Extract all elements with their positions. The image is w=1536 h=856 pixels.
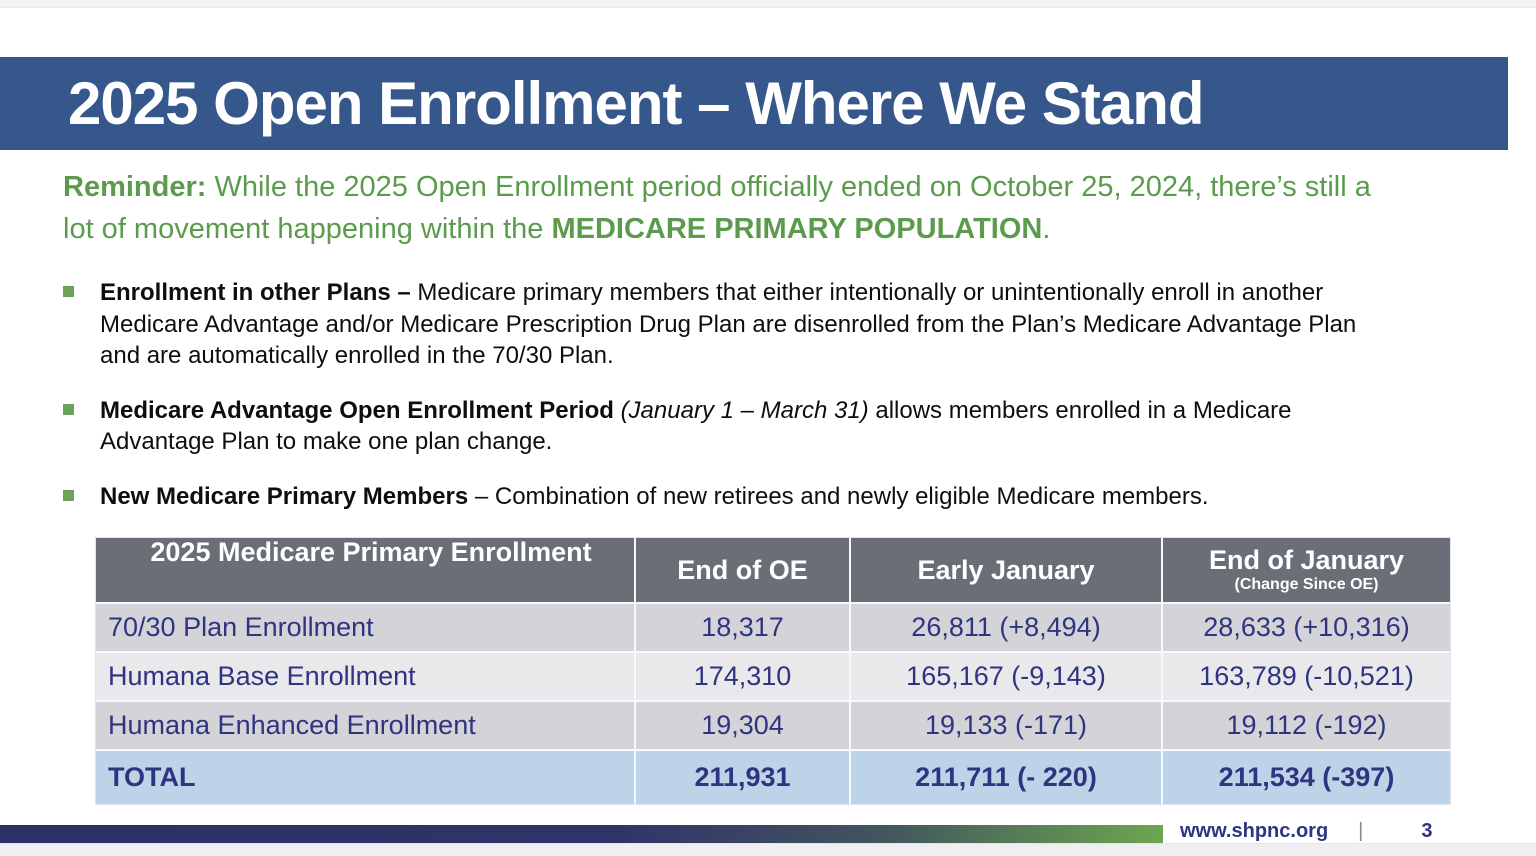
green-square-bullet-icon [63, 403, 74, 415]
total-early-january: 211,711 (- 220) [851, 751, 1161, 804]
bullet-italic-text: (January 1 – March 31) [620, 396, 869, 424]
row-humana-base-early-january: 165,167 (-9,143) [851, 653, 1161, 700]
row-humana-enhanced-early-january: 19,133 (-171) [851, 702, 1161, 749]
green-square-bullet-icon [63, 286, 74, 297]
bottom-edge-strip [0, 843, 1536, 856]
header-end-of-january-label: End of January [1208, 545, 1405, 576]
row-7030-label: 70/30 Plan Enrollment [96, 604, 634, 651]
reminder-body: While the 2025 Open Enrollment period of… [63, 171, 1371, 245]
row-humana-base-end-of-oe: 174,310 [636, 653, 849, 700]
bullet-ma-open-enrollment: Medicare Advantage Open Enrollment Perio… [63, 395, 1363, 458]
header-plan-column: 2025 Medicare Primary Enrollment [96, 538, 634, 602]
top-edge-strip [0, 0, 1536, 8]
bullet-bold-text: New Medicare Primary Members [100, 482, 469, 510]
bullet-list: Enrollment in other Plans – Medicare pri… [63, 277, 1403, 529]
bullet-body-text: – Combination of new retirees and newly … [468, 482, 1209, 510]
row-humana-enhanced-end-of-january: 19,112 (-192) [1163, 702, 1450, 749]
slide-title: 2025 Open Enrollment – Where We Stand [68, 70, 1205, 137]
row-7030-end-of-january: 28,633 (+10,316) [1163, 604, 1450, 651]
bullet-new-medicare-members: New Medicare Primary Members – Combinati… [63, 481, 1363, 513]
total-row-label: TOTAL [96, 751, 634, 804]
title-banner: 2025 Open Enrollment – Where We Stand [0, 57, 1508, 150]
header-end-of-oe: End of OE [636, 538, 849, 602]
row-7030-end-of-oe: 18,317 [636, 604, 849, 651]
bullet-bold-text: Medicare Advantage Open Enrollment Perio… [100, 396, 621, 424]
row-7030-early-january: 26,811 (+8,494) [851, 604, 1161, 651]
row-humana-base-label: Humana Base Enrollment [96, 653, 634, 700]
header-change-since-oe: (Change Since OE) [1234, 575, 1379, 593]
row-humana-enhanced-label: Humana Enhanced Enrollment [96, 702, 634, 749]
row-humana-enhanced-end-of-oe: 19,304 [636, 702, 849, 749]
website-link[interactable]: www.shpnc.org [1180, 820, 1329, 842]
reminder-emphasis: MEDICARE PRIMARY POPULATION [551, 213, 1043, 245]
footer-separator: | [1358, 820, 1364, 842]
reminder-period: . [1042, 213, 1051, 245]
enrollment-table: 2025 Medicare Primary Enrollment End of … [95, 537, 1451, 805]
row-humana-base-end-of-january: 163,789 (-10,521) [1163, 653, 1450, 700]
footer-meta: www.shpnc.org | 3 [1180, 820, 1433, 843]
bullet-body-text: Medicare primary members that either int… [100, 279, 1357, 369]
header-early-january: Early January [851, 538, 1161, 602]
total-end-of-oe: 211,931 [636, 751, 849, 804]
bullet-enrollment-other-plans: Enrollment in other Plans – Medicare pri… [63, 277, 1363, 372]
reminder-paragraph: Reminder: While the 2025 Open Enrollment… [63, 166, 1385, 250]
page-number: 3 [1421, 820, 1433, 842]
bullet-body-text: allows members enrolled in a Medicare Ad… [100, 396, 1292, 456]
header-end-of-january: End of January (Change Since OE) [1163, 538, 1450, 602]
footer-gradient-bar [0, 825, 1163, 843]
reminder-label: Reminder: [63, 171, 207, 203]
green-square-bullet-icon [63, 489, 74, 501]
total-end-of-january: 211,534 (-397) [1163, 751, 1450, 804]
bullet-bold-text: Enrollment in other Plans – [100, 279, 418, 306]
